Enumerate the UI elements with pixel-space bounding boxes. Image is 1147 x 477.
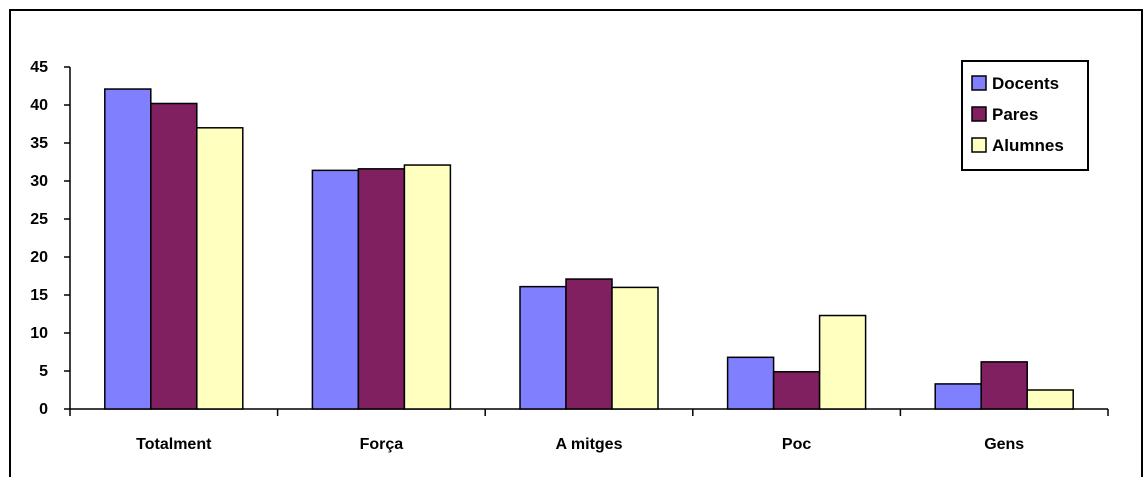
legend-swatch-pares <box>971 106 987 122</box>
y-tick-label: 15 <box>30 287 48 304</box>
legend: Docents Pares Alumnes <box>961 60 1089 171</box>
bar-alumnes-1 <box>403 164 452 410</box>
bars-layer <box>104 88 1074 410</box>
bar-alumnes-2 <box>611 286 659 410</box>
bar-docents-3 <box>726 356 775 410</box>
x-category-label: A mitges <box>556 436 623 453</box>
x-category-label: Totalment <box>136 436 212 453</box>
legend-label-alumnes: Alumnes <box>992 136 1064 155</box>
legend-swatch-docents <box>971 75 987 91</box>
y-tick-label: 45 <box>30 59 48 76</box>
bar-pares-3 <box>772 371 821 410</box>
bar-pares-2 <box>565 278 613 410</box>
y-tick-label: 0 <box>39 401 48 418</box>
x-category-label: Força <box>360 436 404 453</box>
legend-label-pares: Pares <box>992 105 1038 124</box>
legend-swatch-alumnes <box>971 137 987 153</box>
y-tick-label: 10 <box>30 325 48 342</box>
bar-alumnes-0 <box>196 127 244 410</box>
y-tick-label: 35 <box>30 135 48 152</box>
bar-docents-2 <box>519 285 567 410</box>
bar-pares-0 <box>150 102 198 410</box>
bar-docents-0 <box>104 88 152 410</box>
y-tick-label: 40 <box>30 97 48 114</box>
bar-alumnes-3 <box>818 314 867 410</box>
legend-label-docents: Docents <box>992 74 1059 93</box>
y-tick-label: 20 <box>30 249 48 266</box>
y-tick-label: 5 <box>39 363 48 380</box>
bar-alumnes-4 <box>1026 389 1074 410</box>
y-tick-label: 25 <box>30 211 48 228</box>
labels-layer: 0 5 10 15 20 25 30 35 40 45 Totalment Força A mitges… <box>30 59 1024 453</box>
bar-pares-1 <box>357 168 406 410</box>
x-category-label: Poc <box>782 436 811 453</box>
y-tick-label: 30 <box>30 173 48 190</box>
bar-pares-4 <box>980 361 1028 410</box>
bar-docents-1 <box>311 169 360 410</box>
x-category-label: Gens <box>984 436 1024 453</box>
bar-docents-4 <box>934 383 982 410</box>
